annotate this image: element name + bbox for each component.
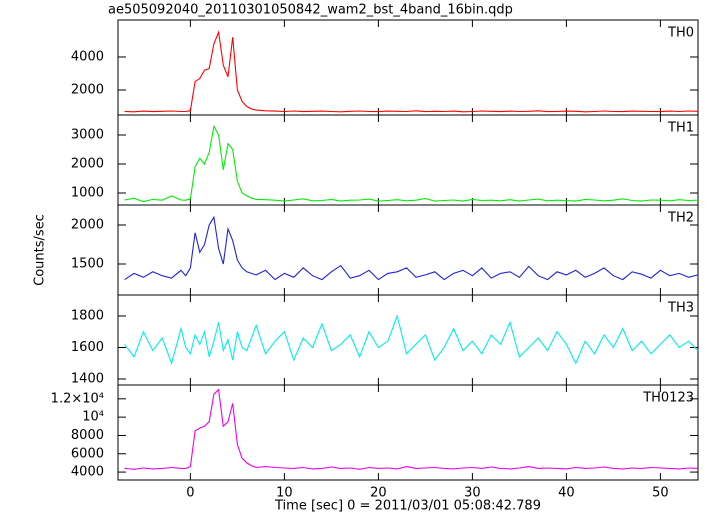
light-curve	[124, 215, 699, 281]
chart-title: ae505092040_20110301050842_wam2_bst_4ban…	[108, 3, 513, 18]
y-tick-label: 8000	[71, 428, 104, 443]
y-tick-label: 3000	[71, 128, 104, 143]
x-tick-label: 10	[276, 486, 293, 501]
light-curve	[124, 314, 699, 365]
panel-label: TH2	[667, 211, 694, 226]
panel-frame	[117, 384, 699, 481]
y-tick-label: 4000	[71, 49, 104, 64]
y-tick-label: 1600	[71, 340, 104, 355]
y-tick-label: 1500	[71, 257, 104, 272]
panel-label: TH0123	[642, 391, 694, 406]
x-tick-label: 50	[652, 486, 669, 501]
y-tick-label: 1.2×10⁴	[51, 391, 104, 406]
panel-label: TH3	[667, 301, 694, 316]
y-tick-label: 2000	[71, 82, 104, 97]
y-tick-label: 2000	[71, 157, 104, 172]
light-curve	[124, 30, 699, 113]
light-curve	[124, 388, 699, 470]
x-tick-label: 40	[558, 486, 575, 501]
panel-frame	[117, 19, 699, 116]
panel-frame	[117, 114, 699, 206]
y-tick-label: 2000	[71, 217, 104, 232]
x-axis-label: Time [sec] 0 = 2011/03/01 05:08:42.789	[274, 499, 541, 514]
panel-label: TH0	[667, 26, 694, 41]
x-tick-label: 30	[464, 486, 481, 501]
x-tick-label: 0	[186, 486, 194, 501]
y-tick-label: 4000	[71, 465, 104, 480]
y-tick-label: 10⁴	[82, 410, 104, 425]
panel-frame	[117, 204, 699, 296]
y-axis-label: Counts/sec	[33, 214, 48, 286]
y-tick-label: 6000	[71, 446, 104, 461]
panel-label: TH1	[667, 121, 694, 136]
y-tick-label: 1000	[71, 185, 104, 200]
y-tick-label: 1400	[71, 372, 104, 387]
y-tick-label: 1800	[71, 308, 104, 323]
x-tick-label: 20	[370, 486, 387, 501]
light-curve	[124, 124, 699, 203]
panel-frame	[117, 294, 699, 386]
